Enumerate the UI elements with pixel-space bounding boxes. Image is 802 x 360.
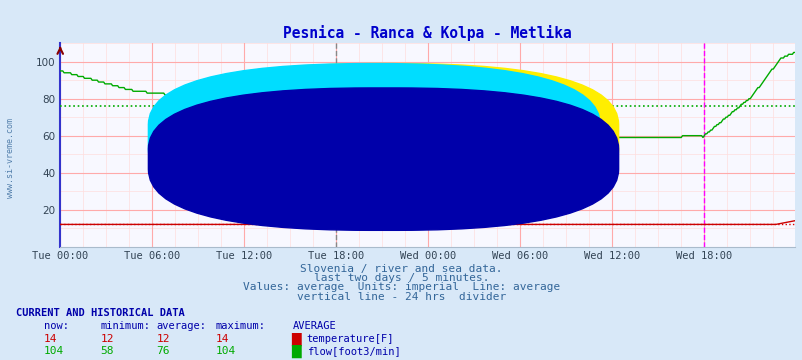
- Text: last two days / 5 minutes.: last two days / 5 minutes.: [314, 273, 488, 283]
- Text: 14: 14: [215, 334, 229, 344]
- Text: minimum:: minimum:: [100, 321, 150, 331]
- Text: AVERAGE: AVERAGE: [293, 321, 336, 331]
- FancyBboxPatch shape: [148, 88, 618, 230]
- Text: 104: 104: [215, 346, 235, 356]
- Text: Slovenia / river and sea data.: Slovenia / river and sea data.: [300, 264, 502, 274]
- Text: www.si-vreme.com: www.si-vreme.com: [6, 118, 15, 198]
- FancyBboxPatch shape: [160, 64, 618, 210]
- Text: █: █: [291, 345, 301, 358]
- Text: average:: average:: [156, 321, 206, 331]
- Text: CURRENT AND HISTORICAL DATA: CURRENT AND HISTORICAL DATA: [16, 308, 184, 318]
- Text: www.si-vreme.com: www.si-vreme.com: [265, 151, 589, 180]
- FancyBboxPatch shape: [148, 64, 600, 210]
- Text: vertical line - 24 hrs  divider: vertical line - 24 hrs divider: [297, 292, 505, 302]
- Text: 76: 76: [156, 346, 170, 356]
- Text: maximum:: maximum:: [215, 321, 265, 331]
- Text: 58: 58: [100, 346, 114, 356]
- Title: Pesnica - Ranca & Kolpa - Metlika: Pesnica - Ranca & Kolpa - Metlika: [283, 24, 571, 41]
- Text: Values: average  Units: imperial  Line: average: Values: average Units: imperial Line: av…: [242, 282, 560, 292]
- Text: █: █: [291, 333, 301, 346]
- Text: flow[foot3/min]: flow[foot3/min]: [306, 346, 400, 356]
- Text: now:: now:: [44, 321, 69, 331]
- Text: 12: 12: [156, 334, 170, 344]
- Text: 12: 12: [100, 334, 114, 344]
- Text: temperature[F]: temperature[F]: [306, 334, 394, 344]
- Text: 104: 104: [44, 346, 64, 356]
- Text: 14: 14: [44, 334, 58, 344]
